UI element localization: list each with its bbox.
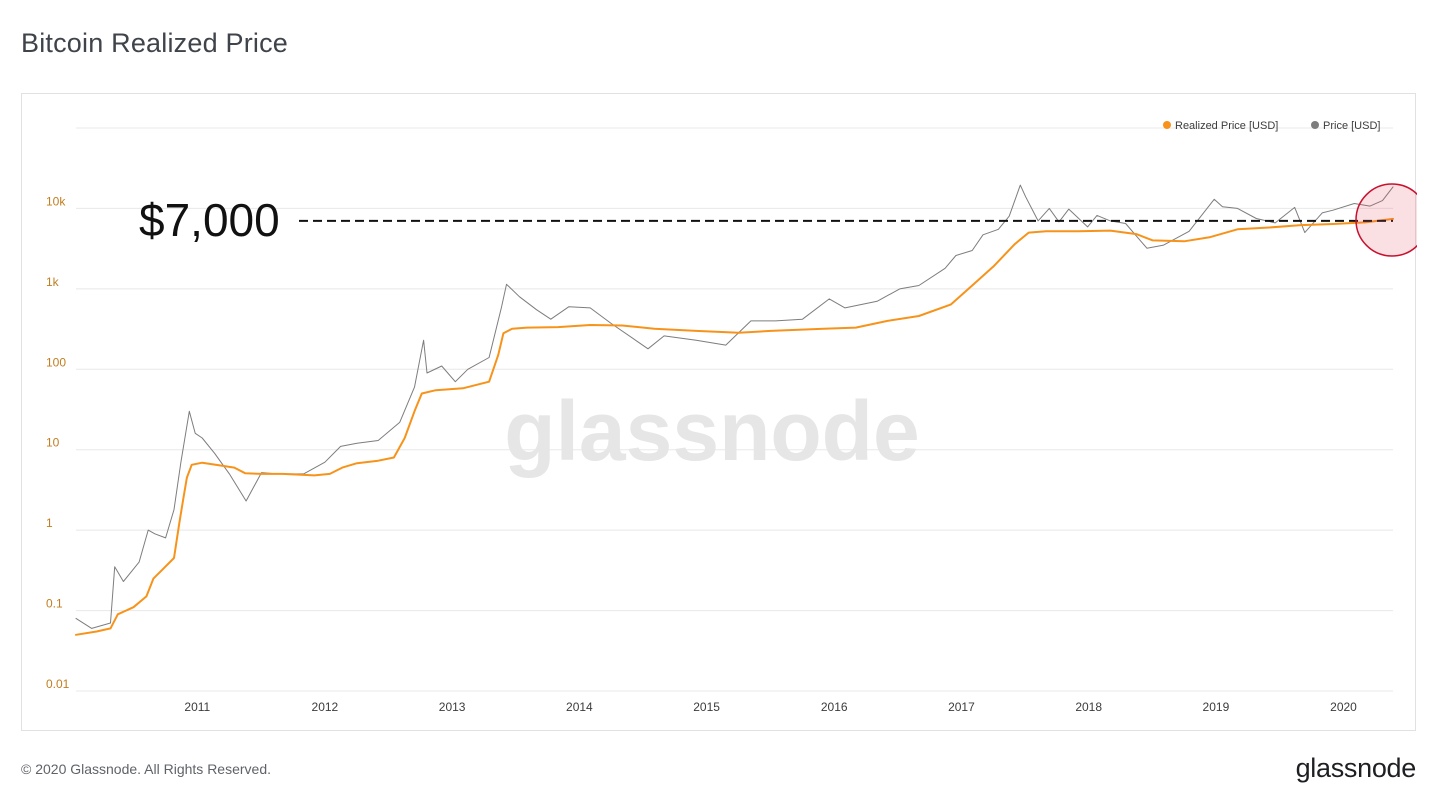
legend-label: Price [USD] [1323, 120, 1380, 132]
annotation-label: $7,000 [139, 194, 280, 246]
realized-price-line [75, 217, 1394, 636]
x-tick-label: 2014 [566, 700, 593, 714]
y-tick-label: 0.01 [46, 677, 70, 691]
y-tick-label: 1k [46, 275, 60, 289]
glassnode-logo[interactable]: glassnode [1295, 753, 1417, 783]
x-tick-label: 2011 [184, 700, 210, 714]
realized-price-chart: 0.01 0.1 1 10 100 1k 10k 2011 2012 2013 2014 2015 20… [46, 120, 1417, 714]
copyright-text: © 2020 Glassnode. All Rights Reserved. [21, 761, 272, 777]
y-tick-label: 10k [46, 194, 66, 208]
x-tick-label: 2013 [439, 700, 466, 714]
legend-marker [1163, 121, 1171, 129]
chart-container: 0.01 0.1 1 10 100 1k 10k 2011 2012 2013 2014 2015 20… [21, 93, 1417, 731]
page-title: Bitcoin Realized Price [21, 28, 289, 58]
market-price-line [75, 184, 1394, 629]
x-tick-label: 2018 [1075, 700, 1102, 714]
y-tick-label: 0.1 [46, 597, 63, 611]
x-tick-label: 2015 [693, 700, 720, 714]
x-tick-label: 2020 [1330, 700, 1357, 714]
legend-label: Realized Price [USD] [1175, 120, 1278, 132]
y-tick-label: 10 [46, 436, 60, 450]
legend-marker [1311, 121, 1319, 129]
y-tick-label: 1 [46, 516, 53, 530]
watermark-text: glassnode [504, 384, 919, 478]
x-tick-label: 2019 [1203, 700, 1230, 714]
y-tick-label: 100 [46, 355, 66, 369]
x-tick-label: 2012 [312, 700, 339, 714]
x-tick-label: 2017 [948, 700, 975, 714]
x-tick-label: 2016 [821, 700, 848, 714]
highlight-circle [1355, 183, 1417, 257]
